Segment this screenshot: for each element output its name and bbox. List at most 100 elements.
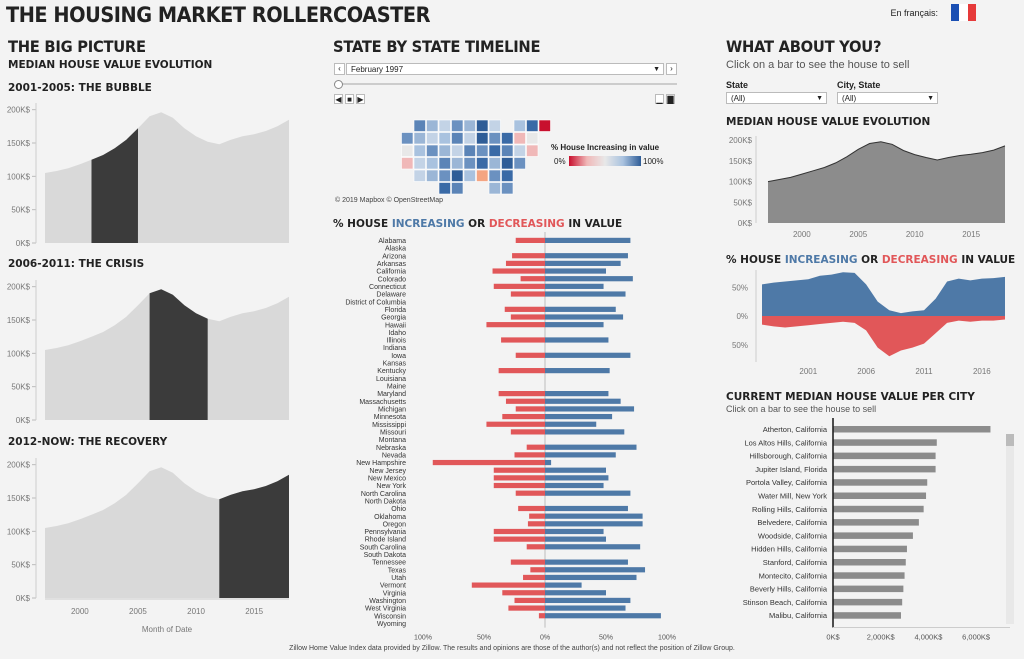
state-label: Louisiana (376, 376, 406, 383)
increase-bar (545, 398, 621, 404)
state-tile (463, 169, 476, 182)
state-tile (413, 169, 426, 182)
city-bar-chart[interactable]: Atherton, California Los Altos Hills, Cal… (720, 418, 1020, 646)
crisis-area-chart[interactable]: 0K$ 50K$ 100K$ 150K$ 200K$ (0, 272, 300, 432)
decrease-bar (514, 597, 545, 604)
decrease-bar (505, 398, 545, 404)
step-forward-button[interactable]: ▶ (356, 94, 365, 104)
state-label: Hawaii (385, 322, 406, 329)
increase-bar (545, 452, 616, 458)
state-tile (413, 119, 426, 132)
state-tile (401, 144, 414, 157)
state-label: Washington (369, 598, 406, 605)
increase-bar (545, 391, 609, 397)
state-tile (426, 132, 439, 145)
state-tile (401, 132, 414, 145)
decrease-bar (502, 413, 545, 420)
increase-bar (545, 291, 626, 297)
city-bar (833, 532, 913, 539)
state-tile (463, 132, 476, 145)
city-filter-dropdown[interactable]: (All) ▼ (837, 92, 938, 104)
y-tick-label: 0% (736, 312, 748, 321)
state-inc-dec-bar-chart[interactable]: AlabamaAlaskaArizonaArkansasCaliforniaCo… (330, 232, 690, 644)
decrease-bar (515, 237, 545, 243)
speed-fast-icon[interactable]: ▇ (666, 94, 675, 104)
state-tile (501, 157, 514, 170)
x-tick-label: 2005 (849, 230, 867, 239)
bubble-area-chart[interactable]: 0K$ 50K$ 100K$ 150K$ 200K$ (0, 95, 300, 255)
state-filter-dropdown[interactable]: (All) ▼ (726, 92, 827, 104)
date-slider-handle[interactable] (334, 80, 343, 89)
right-incdec-area-chart[interactable]: 50% 0% 50% 2001 2006 2011 2016 (720, 266, 1020, 384)
state-label: South Carolina (360, 544, 406, 551)
area-highlight-range (91, 128, 138, 243)
y-tick-label: 150K$ (729, 157, 753, 166)
decrease-bar (514, 452, 545, 458)
step-back-button[interactable]: ◀ (334, 94, 343, 104)
city-label: Jupiter Island, Florida (755, 465, 828, 474)
y-tick-label: 150K$ (7, 316, 31, 325)
city-scrollbar[interactable] (1006, 434, 1014, 624)
increase-bar (545, 268, 606, 274)
city-bar (833, 545, 907, 553)
y-tick-label: 0K$ (16, 239, 31, 248)
state-tile (513, 132, 526, 145)
decrease-bar (529, 513, 545, 519)
city-label: Hillsborough, California (749, 452, 827, 461)
next-date-button[interactable]: › (666, 63, 677, 75)
y-tick-label: 50K$ (11, 383, 30, 392)
increase-bar (545, 444, 637, 450)
increase-bar (545, 322, 604, 328)
date-slider-track[interactable] (335, 83, 677, 85)
city-bar (833, 439, 937, 446)
french-flag-icon[interactable] (951, 4, 976, 21)
decrease-bar (502, 590, 545, 596)
date-dropdown[interactable]: February 1997 ▼ (346, 63, 664, 75)
state-label: South Dakota (364, 552, 407, 559)
pause-button[interactable]: ■ (345, 94, 354, 104)
x-axis-title: Month of Date (142, 625, 193, 634)
state-label: West Virginia (365, 606, 406, 613)
city-scrollbar-thumb[interactable] (1006, 434, 1014, 446)
state-label: Minnesota (374, 414, 406, 421)
decrease-bar (432, 459, 545, 466)
y-tick-label: 200K$ (7, 283, 31, 292)
city-chart-title: CURRENT MEDIAN HOUSE VALUE PER CITY (726, 391, 975, 403)
decrease-bar (527, 521, 545, 527)
decrease-bar (471, 582, 545, 588)
state-tile (476, 119, 489, 132)
decrease-bar (530, 567, 545, 573)
increase-bar (545, 574, 637, 581)
area-full-series (45, 112, 289, 243)
y-tick-label: 200K$ (729, 136, 753, 145)
state-label: Connecticut (369, 284, 406, 291)
x-tick-label: 2000 (793, 230, 811, 239)
state-label: Georgia (381, 315, 406, 322)
recovery-area-chart[interactable]: 0K$ 50K$ 100K$ 150K$ 200K$ 2000 2005 2010 2015 Mo… (0, 450, 300, 640)
decrease-bar (510, 291, 545, 297)
decrease-bar (526, 544, 545, 550)
state-tile (451, 119, 464, 132)
state-tile (438, 182, 451, 195)
state-label: Mississippi (372, 422, 406, 429)
us-states-map[interactable] (334, 108, 679, 208)
x-tick-label: 2005 (129, 607, 147, 616)
state-label: Kansas (383, 361, 407, 368)
state-tile (526, 132, 539, 145)
state-label: Arkansas (377, 261, 407, 268)
median-line (767, 141, 1006, 183)
city-label: Stinson Beach, California (743, 598, 828, 607)
city-label: Water Mill, New York (758, 492, 827, 501)
increase-bar (545, 337, 609, 343)
legend-min: 0% (554, 157, 566, 166)
prev-date-button[interactable]: ‹ (334, 63, 345, 75)
city-bar (833, 585, 904, 593)
increase-bar (545, 276, 633, 282)
right-median-area-chart[interactable]: 0K$ 50K$ 100K$ 150K$ 200K$ 2000 2005 2010 2015 (720, 128, 1020, 246)
increase-bar (545, 306, 616, 312)
state-tile (451, 182, 464, 195)
state-label: Oklahoma (374, 514, 406, 521)
state-tile (488, 132, 501, 145)
speed-slow-icon[interactable]: ▁ (655, 94, 664, 104)
increase-bar (545, 283, 604, 289)
